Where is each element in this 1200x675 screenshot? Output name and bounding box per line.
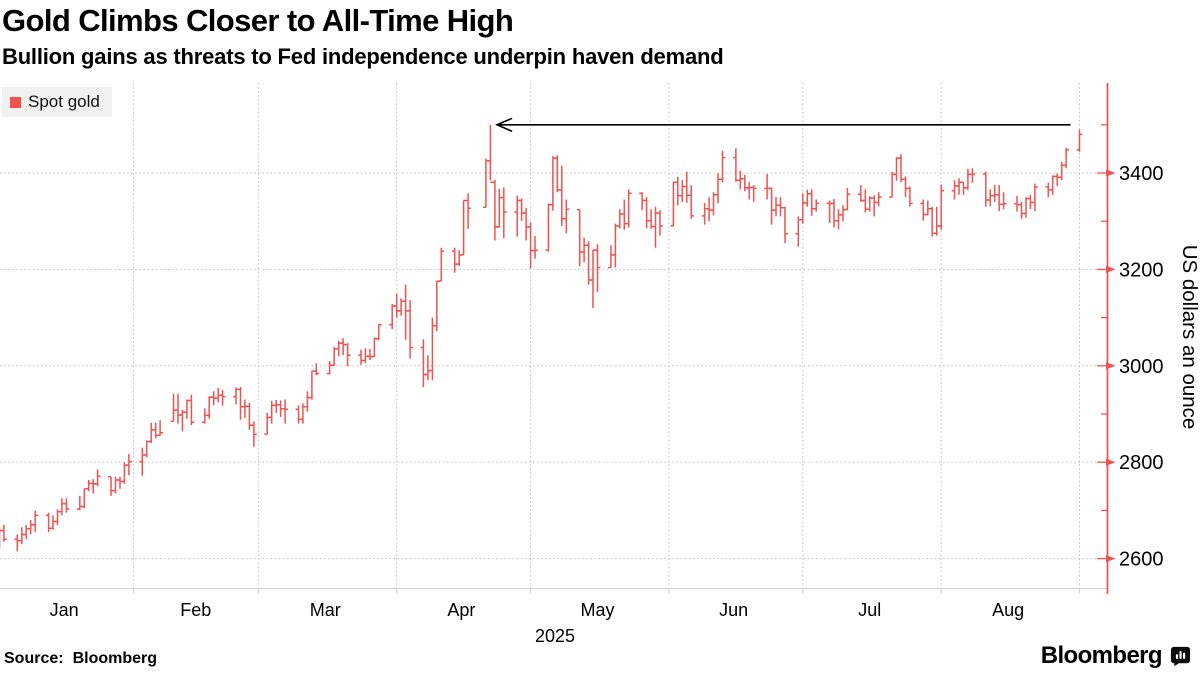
y-tick-label: 2800 xyxy=(1119,452,1164,474)
y-axis-title: US dollars an ounce xyxy=(1178,245,1200,430)
x-tick-label: Jan xyxy=(50,600,79,620)
y-tick-label: 3200 xyxy=(1119,259,1164,281)
x-tick-label: Mar xyxy=(310,600,341,620)
y-tick-label: 3000 xyxy=(1119,356,1164,378)
legend: Spot gold xyxy=(2,87,112,117)
bar-chart-bubble-icon xyxy=(1170,646,1191,666)
y-axis: 2600 2800 3000 3200 3400 US dollars an ounce xyxy=(1097,83,1200,594)
bloomberg-logo: Bloomberg xyxy=(1041,642,1192,670)
chart-subtitle: Bullion gains as threats to Fed independ… xyxy=(2,44,724,69)
source-prefix: Source: xyxy=(4,650,64,667)
x-gridlines xyxy=(132,83,1080,587)
price-range-bars xyxy=(0,124,1081,552)
year-label: 2025 xyxy=(535,626,575,646)
source-value: Bloomberg xyxy=(72,650,158,667)
y-gridlines xyxy=(0,172,1104,560)
x-axis-labels: Jan Feb Mar Apr May Jun Jul Aug 2025 xyxy=(50,600,1024,646)
spot-gold-series xyxy=(0,124,1083,552)
x-tick-label: Apr xyxy=(447,600,475,620)
close-ticks xyxy=(0,133,1083,542)
source-note: Source: Bloomberg xyxy=(4,650,157,668)
x-tick-label: Jul xyxy=(858,600,881,620)
chart-title: Gold Climbs Closer to All-Time High xyxy=(2,3,514,38)
legend-label: Spot gold xyxy=(28,92,100,111)
open-ticks xyxy=(1,149,1080,542)
x-tick-label: May xyxy=(580,600,614,620)
x-axis xyxy=(0,588,1108,594)
y-tick-label: 2600 xyxy=(1119,549,1164,571)
all-time-high-arrow xyxy=(495,117,1071,133)
bloomberg-wordmark: Bloomberg xyxy=(1040,642,1163,669)
legend-swatch-icon xyxy=(10,96,21,108)
x-tick-label: Jun xyxy=(719,600,748,620)
y-tick-label: 3400 xyxy=(1119,163,1164,185)
x-tick-label: Aug xyxy=(992,600,1024,620)
x-tick-label: Feb xyxy=(180,600,211,620)
